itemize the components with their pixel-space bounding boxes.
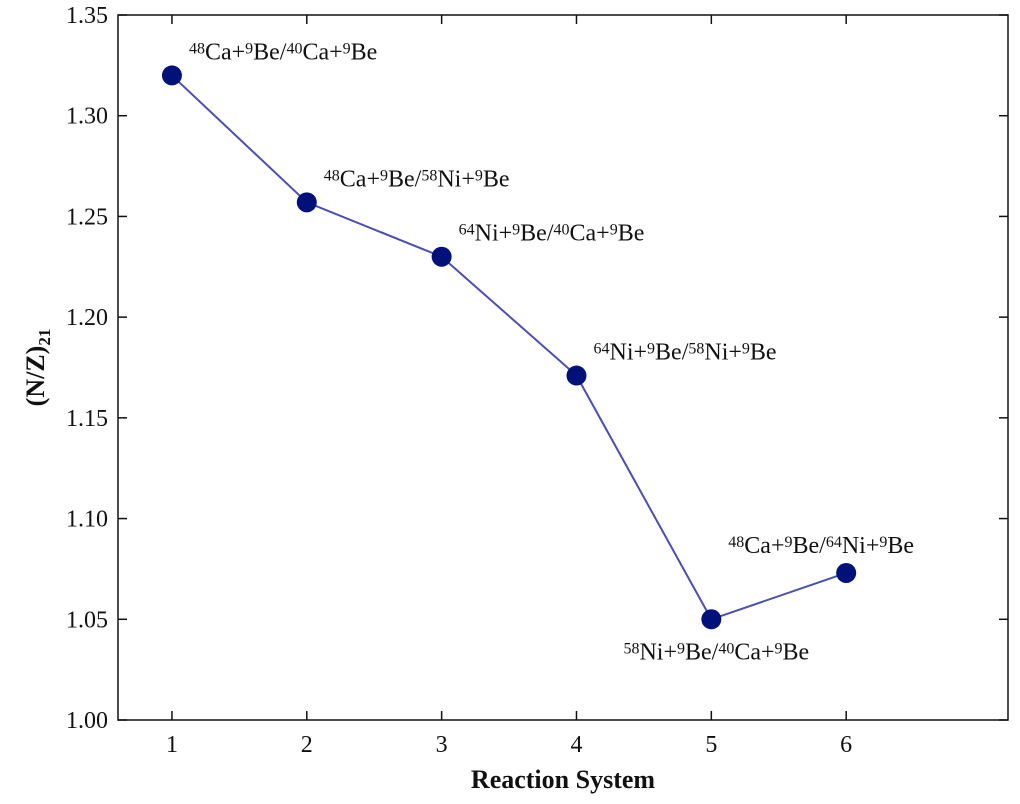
y-tick-label: 1.15	[66, 406, 108, 432]
data-point	[701, 609, 722, 630]
data-label: 48Ca+9Be/40Ca+9Be	[189, 39, 377, 65]
plot-frame	[117, 14, 1009, 721]
x-tick-label: 3	[436, 732, 448, 758]
data-point	[431, 246, 452, 267]
y-axis-title-main: (N/Z)	[21, 346, 50, 407]
y-axis-title-subscript: 21	[35, 329, 54, 346]
series-line	[171, 74, 847, 621]
y-tick-label: 1.05	[66, 607, 108, 633]
x-tick-label: 4	[570, 732, 582, 758]
x-tick-label: 5	[705, 732, 717, 758]
data-label: 58Ni+9Be/40Ca+9Be	[623, 639, 809, 665]
point-labels: 48Ca+9Be/40Ca+9Be 48Ca+9Be/58Ni+9Be 64Ni+9…	[189, 39, 914, 665]
x-axis-title: Reaction System	[471, 765, 655, 794]
y-tick-label: 1.35	[66, 3, 108, 29]
y-tick-label: 1.00	[66, 708, 108, 734]
data-point	[161, 65, 182, 86]
y-tick-label: 1.10	[66, 507, 108, 533]
axes: 1 2 3 4 5 6 1.00 1.05 1.10 1.15 1.20 1.25 1.30 1.35	[66, 3, 1009, 758]
series	[161, 65, 857, 630]
y-tick-label: 1.20	[66, 305, 108, 331]
data-label: 64Ni+9Be/58Ni+9Be	[593, 340, 776, 366]
data-label: 48Ca+9Be/58Ni+9Be	[324, 166, 510, 192]
y-axis-title: (N/Z)21	[21, 329, 54, 407]
data-point	[566, 365, 587, 386]
y-tick-label: 1.25	[66, 204, 108, 230]
x-tick-label: 1	[166, 732, 178, 758]
data-label: 64Ni+9Be/40Ca+9Be	[459, 221, 645, 247]
y-tick-label: 1.30	[66, 104, 108, 130]
data-point	[296, 192, 317, 213]
data-point	[836, 562, 857, 583]
data-label: 48Ca+9Be/64Ni+9Be	[728, 533, 914, 559]
x-tick-label: 2	[301, 732, 313, 758]
x-tick-label: 6	[840, 732, 852, 758]
